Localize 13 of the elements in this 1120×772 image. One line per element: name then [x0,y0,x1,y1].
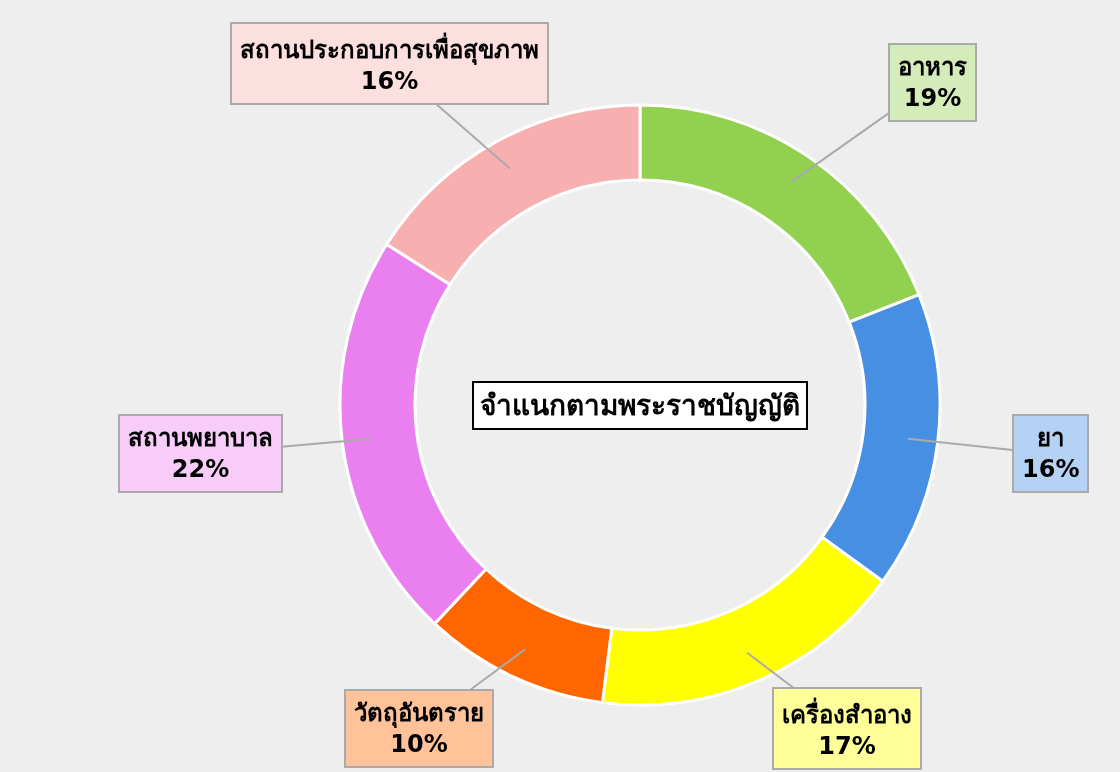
data-label: 19% [903,84,962,113]
slice-label: ยา [1037,424,1065,452]
data-label: 16% [1022,455,1080,484]
data-label: 16% [360,67,419,96]
slice-label: สถานประกอบการเพื่อสุขภาพ [240,32,539,66]
data-label: 22% [171,455,230,484]
text: จำแนกตามพระราชบัญญัติ [480,389,800,422]
slice-label: อาหาร [898,53,967,81]
slice-label: วัตถุอันตราย [354,699,484,729]
slice-label: เครื่องสำอาง [782,697,912,729]
slice-label: สถานพยาบาล [128,424,273,452]
data-label: 17% [818,732,876,761]
data-label: 10% [390,730,448,759]
